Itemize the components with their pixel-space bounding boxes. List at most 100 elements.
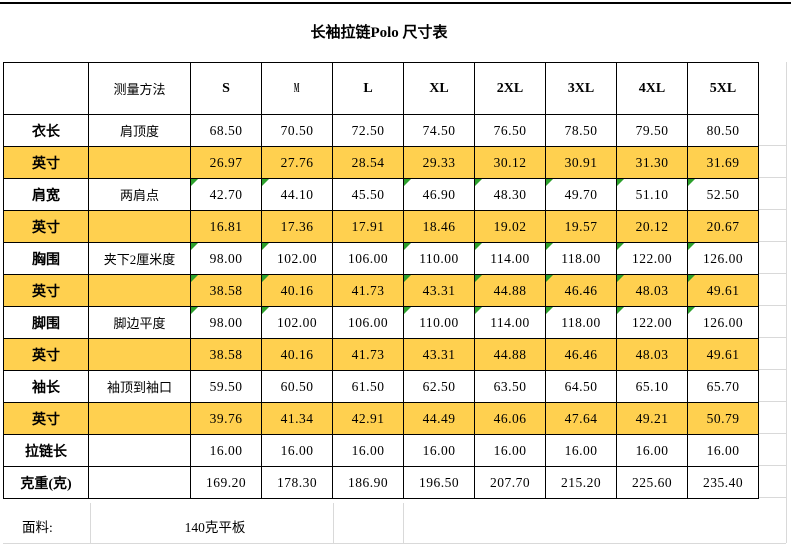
column-header-5xl: 5XL [687, 62, 759, 115]
column-header-s: S [190, 62, 262, 115]
value-cell: 16.00 [332, 434, 404, 467]
row-label: 克重(克) [3, 466, 89, 499]
error-indicator-icon [191, 179, 198, 186]
value-cell: 52.50 [687, 178, 759, 211]
error-indicator-icon [404, 179, 411, 186]
value-cell: 207.70 [474, 466, 546, 499]
row-label: 英寸 [3, 338, 89, 371]
value-cell: 44.10 [261, 178, 333, 211]
fabric-label: 面料: [22, 520, 53, 535]
value-cell: 40.16 [261, 274, 333, 307]
value-cell: 98.00 [190, 242, 262, 275]
error-indicator-icon [617, 307, 624, 314]
header-row: 测量方法 S M L XL 2XL 3XL 4XL 5XL [3, 62, 759, 115]
value-cell: 27.76 [261, 146, 333, 179]
value-cell: 17.91 [332, 210, 404, 243]
error-indicator-icon [475, 275, 482, 282]
page-title: 长袖拉链Polo 尺寸表 [310, 25, 448, 41]
value-cell: 51.10 [616, 178, 688, 211]
row-label: 拉链长 [3, 434, 89, 467]
value-cell: 42.91 [332, 402, 404, 435]
value-cell: 46.06 [474, 402, 546, 435]
method-cell [88, 434, 191, 467]
value-cell: 45.50 [332, 178, 404, 211]
error-indicator-icon [262, 275, 269, 282]
error-indicator-icon [617, 179, 624, 186]
size-chart-table: 测量方法 S M L XL 2XL 3XL 4XL 5XL 衣长 肩顶度 68.… [3, 62, 759, 499]
column-header-method: 测量方法 [88, 62, 191, 115]
error-indicator-icon [617, 243, 624, 250]
value-cell: 17.36 [261, 210, 333, 243]
value-cell: 76.50 [474, 114, 546, 147]
value-cell: 186.90 [332, 466, 404, 499]
value-cell: 122.00 [616, 306, 688, 339]
column-header-xl: XL [403, 62, 475, 115]
value-cell: 74.50 [403, 114, 475, 147]
value-cell: 65.70 [687, 370, 759, 403]
row-label: 衣长 [3, 114, 89, 147]
value-cell: 38.58 [190, 338, 262, 371]
value-cell: 46.46 [545, 274, 617, 307]
value-cell: 16.00 [261, 434, 333, 467]
value-cell: 49.21 [616, 402, 688, 435]
value-cell: 16.00 [545, 434, 617, 467]
method-cell [88, 274, 191, 307]
value-cell: 16.00 [687, 434, 759, 467]
value-cell: 16.00 [616, 434, 688, 467]
value-cell: 60.50 [261, 370, 333, 403]
value-cell: 114.00 [474, 242, 546, 275]
grid-line [3, 543, 786, 544]
value-cell: 122.00 [616, 242, 688, 275]
row-label: 英寸 [3, 210, 89, 243]
value-cell: 225.60 [616, 466, 688, 499]
value-cell: 30.91 [545, 146, 617, 179]
error-indicator-icon [546, 307, 553, 314]
value-cell: 65.10 [616, 370, 688, 403]
grid-line [90, 503, 91, 543]
value-cell: 38.58 [190, 274, 262, 307]
value-cell: 47.64 [545, 402, 617, 435]
value-cell: 31.30 [616, 146, 688, 179]
error-indicator-icon [475, 179, 482, 186]
grid-line [786, 62, 787, 543]
error-indicator-icon [475, 307, 482, 314]
value-cell: 40.16 [261, 338, 333, 371]
value-cell: 16.00 [190, 434, 262, 467]
error-indicator-icon [404, 275, 411, 282]
value-cell: 30.12 [474, 146, 546, 179]
table-row: 拉链长 16.00 16.00 16.00 16.00 16.00 16.00 … [3, 434, 759, 467]
error-indicator-icon [688, 243, 695, 250]
column-header-3xl: 3XL [545, 62, 617, 115]
value-cell: 114.00 [474, 306, 546, 339]
table-row: 英寸 38.58 40.16 41.73 43.31 44.88 46.46 4… [3, 274, 759, 307]
value-cell: 78.50 [545, 114, 617, 147]
error-indicator-icon [546, 243, 553, 250]
value-cell: 215.20 [545, 466, 617, 499]
value-cell: 48.03 [616, 338, 688, 371]
value-cell: 106.00 [332, 306, 404, 339]
table-row: 英寸 16.81 17.36 17.91 18.46 19.02 19.57 2… [3, 210, 759, 243]
value-cell: 61.50 [332, 370, 404, 403]
value-cell: 169.20 [190, 466, 262, 499]
value-cell: 41.73 [332, 274, 404, 307]
value-cell: 50.79 [687, 402, 759, 435]
table-row: 脚围 脚边平度 98.00 102.00 106.00 110.00 114.0… [3, 306, 759, 339]
error-indicator-icon [262, 179, 269, 186]
value-cell: 44.88 [474, 274, 546, 307]
value-cell: 44.88 [474, 338, 546, 371]
value-cell: 102.00 [261, 306, 333, 339]
error-indicator-icon [191, 307, 198, 314]
value-cell: 98.00 [190, 306, 262, 339]
value-cell: 126.00 [687, 242, 759, 275]
value-cell: 196.50 [403, 466, 475, 499]
row-label: 英寸 [3, 402, 89, 435]
value-cell: 20.12 [616, 210, 688, 243]
value-cell: 62.50 [403, 370, 475, 403]
error-indicator-icon [688, 275, 695, 282]
value-cell: 49.61 [687, 274, 759, 307]
value-cell: 118.00 [545, 306, 617, 339]
value-cell: 43.31 [403, 274, 475, 307]
value-cell: 178.30 [261, 466, 333, 499]
value-cell: 126.00 [687, 306, 759, 339]
